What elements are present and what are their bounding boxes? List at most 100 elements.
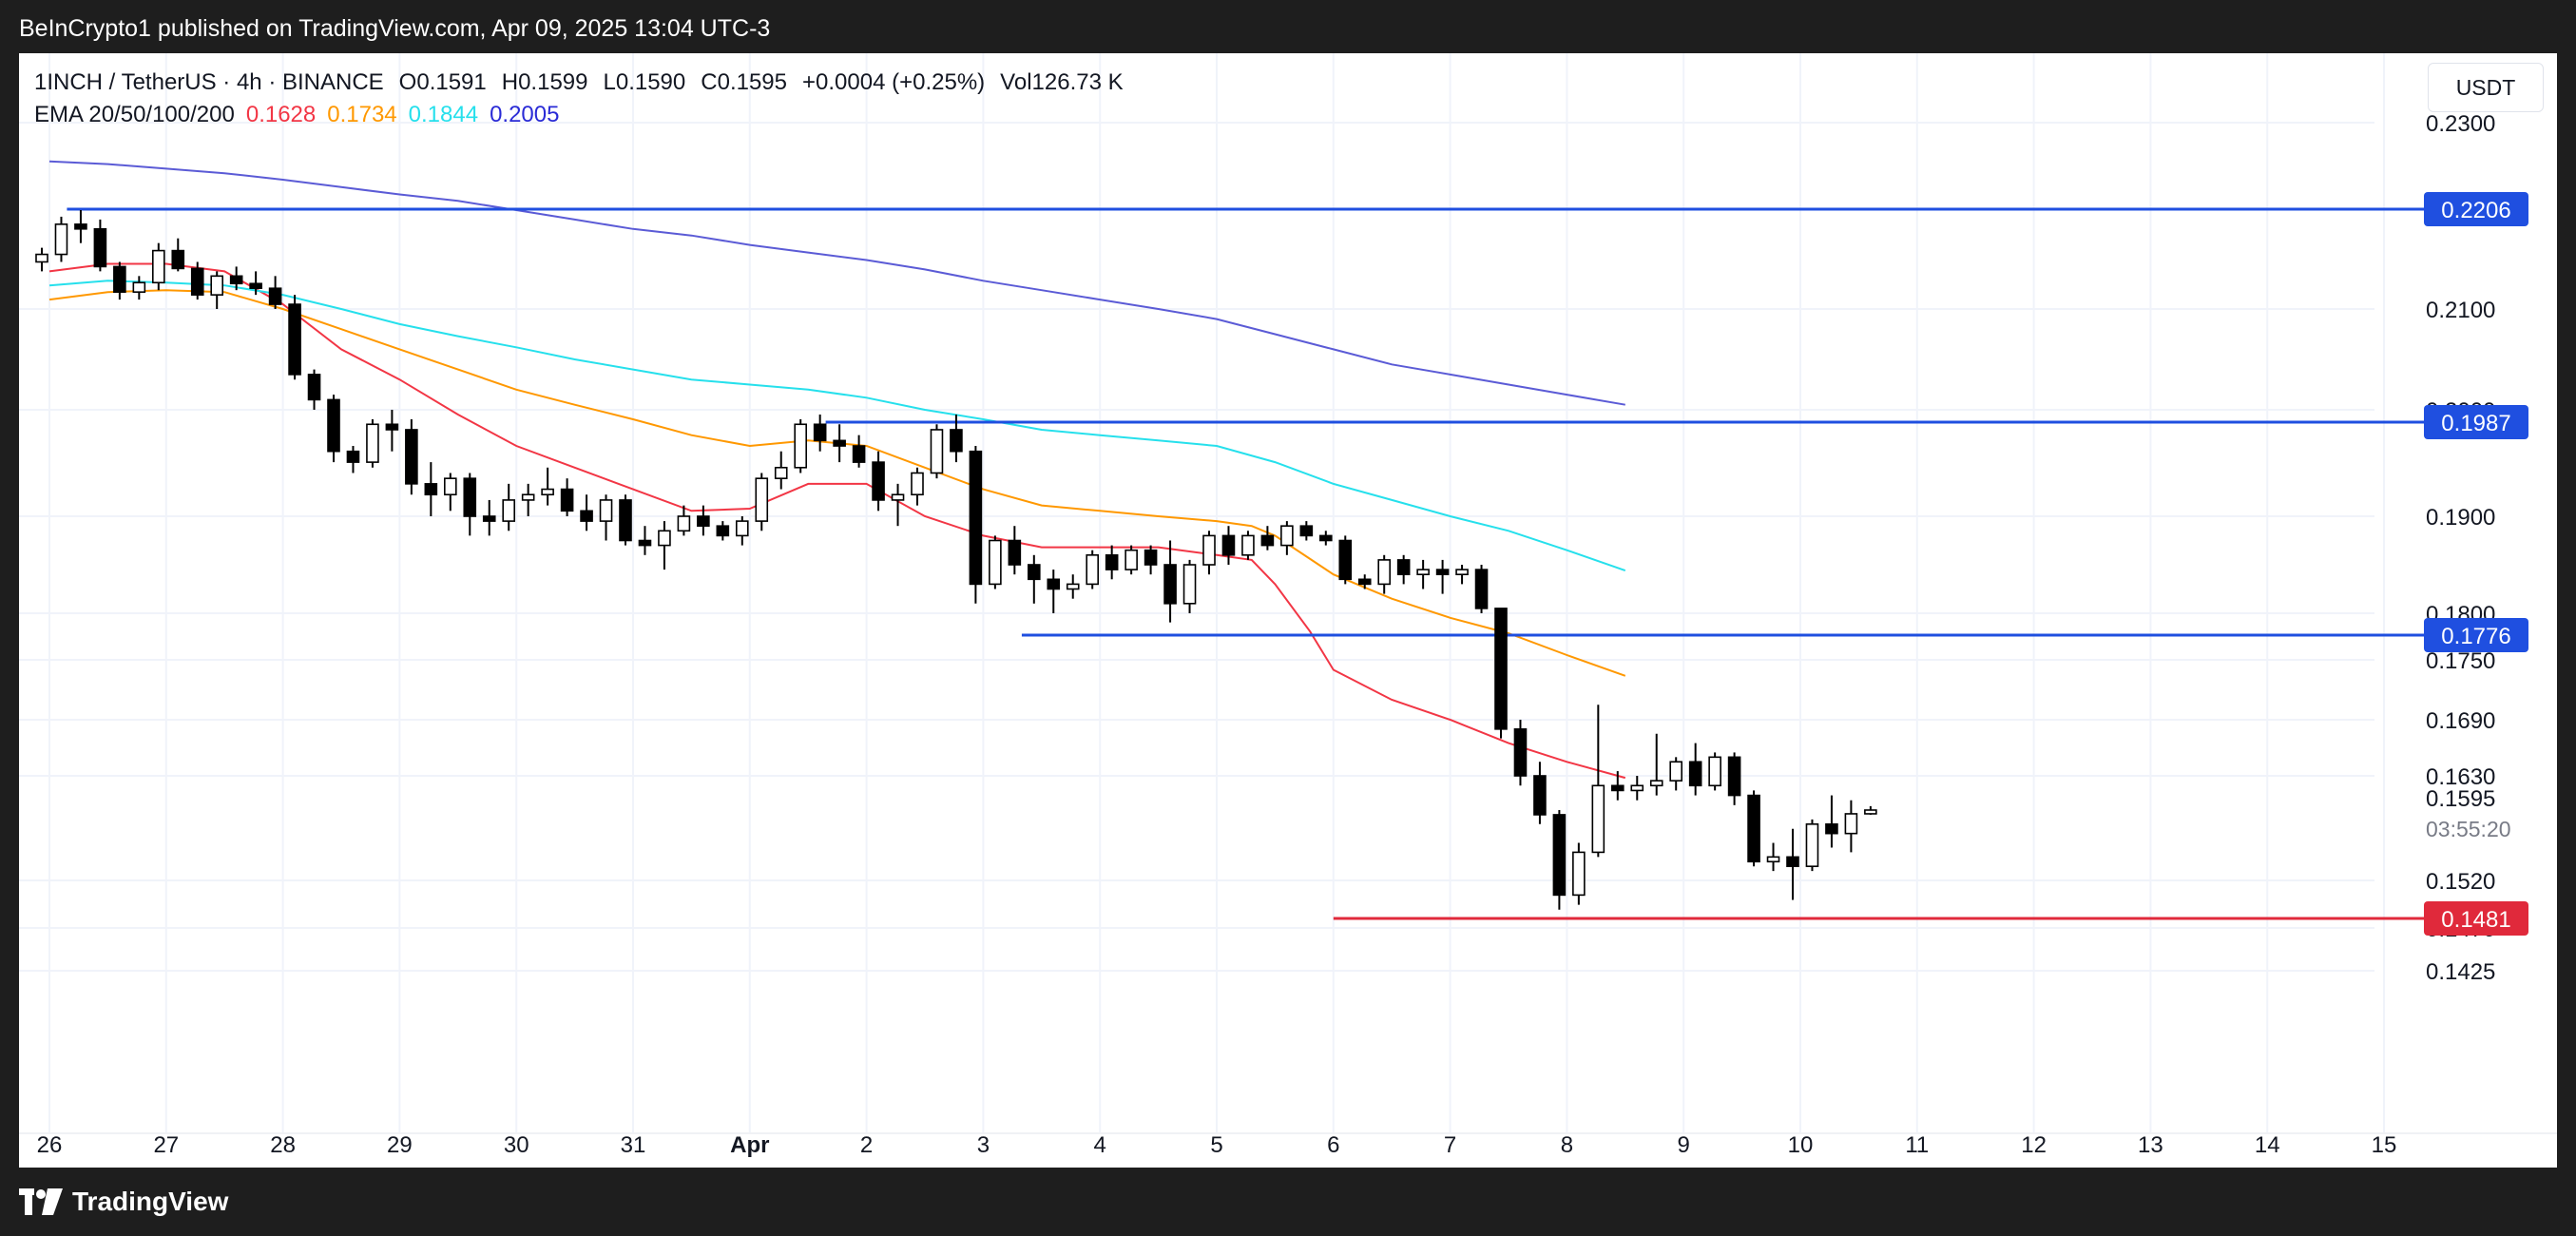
candle-up: [989, 539, 1002, 586]
candle-down: [1163, 564, 1177, 605]
y-tick-label: 0.1750: [2426, 648, 2495, 674]
candle-up: [755, 477, 769, 522]
y-tick-label: 0.2100: [2426, 298, 2495, 323]
candle-down: [1144, 549, 1158, 566]
candle-down: [1028, 564, 1041, 581]
candle-up: [502, 499, 516, 522]
symbol-title[interactable]: 1INCH / TetherUS · 4h · BINANCE: [34, 69, 384, 95]
candle-down: [1474, 569, 1489, 609]
candle-down: [93, 228, 107, 268]
candle-down: [1825, 822, 1838, 835]
candle-up: [774, 466, 788, 479]
candle-down: [1260, 534, 1275, 547]
current-price-label: 0.1595: [2426, 786, 2495, 812]
candle-down: [268, 287, 282, 305]
ema50-value: 0.1734: [327, 102, 397, 127]
candles: [35, 209, 1877, 910]
publisher-banner: BeInCrypto1 published on TradingView.com…: [0, 0, 2576, 53]
candle-up: [1416, 569, 1430, 575]
candle-up: [366, 423, 379, 463]
candle-up: [599, 499, 613, 522]
candle-down: [852, 445, 866, 463]
candle-up: [1280, 525, 1294, 547]
footer-bar: TradingView: [0, 1168, 2576, 1236]
x-tick-label: 3: [977, 1132, 990, 1158]
candle-down: [424, 483, 438, 496]
level-price-label: 0.1776: [2441, 624, 2510, 649]
candle-up: [1766, 856, 1780, 863]
candle-up: [1241, 534, 1255, 556]
candle-down: [1357, 578, 1372, 586]
x-tick-label: 11: [1905, 1132, 1929, 1158]
candle-down: [638, 539, 652, 547]
y-tick-label: 0.1630: [2426, 764, 2495, 790]
candle-down: [1221, 534, 1236, 556]
x-tick-label: Apr: [730, 1132, 769, 1158]
chart-area[interactable]: 0.23000.21000.20000.19000.18000.17500.16…: [19, 53, 2557, 1168]
currency-button[interactable]: USDT: [2428, 63, 2544, 112]
candle-up: [152, 249, 165, 284]
open-value: O0.1591: [398, 69, 487, 95]
candle-up: [891, 493, 905, 501]
candle-down: [1727, 756, 1741, 797]
y-tick-label: 0.1520: [2426, 869, 2495, 895]
price-chart[interactable]: 0.23000.21000.20000.19000.18000.17500.16…: [19, 53, 2557, 1168]
candle-up: [541, 488, 554, 496]
ema20-line: [48, 262, 1626, 780]
candle-down: [1611, 784, 1624, 792]
candle-countdown: 03:55:20: [2426, 817, 2511, 841]
level-price-tag: [2424, 192, 2528, 226]
candle-up: [1086, 553, 1099, 586]
ema-lines: [48, 160, 1626, 780]
candle-down: [1435, 569, 1450, 575]
price-axis[interactable]: 0.23000.21000.20000.19000.18000.17500.16…: [2424, 111, 2528, 985]
candle-down: [327, 398, 340, 453]
candle-down: [1688, 761, 1702, 787]
candle-down: [1319, 534, 1333, 542]
candle-up: [443, 477, 457, 496]
x-tick-label: 28: [270, 1132, 296, 1158]
ema200-line: [48, 160, 1625, 406]
candle-down: [872, 461, 885, 501]
ema-label[interactable]: EMA 20/50/100/200: [34, 102, 235, 127]
x-tick-label: 6: [1327, 1132, 1339, 1158]
level-price-label: 0.2206: [2441, 198, 2510, 223]
candle-down: [1047, 578, 1061, 590]
candle-up: [1649, 780, 1663, 787]
x-tick-label: 12: [2021, 1132, 2047, 1158]
x-tick-label: 4: [1094, 1132, 1106, 1158]
candle-down: [190, 267, 204, 296]
candle-down: [229, 275, 243, 285]
tradingview-logo[interactable]: TradingView: [19, 1185, 228, 1219]
x-tick-label: 27: [153, 1132, 179, 1158]
low-value: L0.1590: [603, 69, 686, 95]
candle-up: [35, 253, 48, 263]
candle-up: [735, 520, 749, 537]
ema50-line: [48, 289, 1626, 677]
candle-down: [1008, 539, 1022, 566]
time-axis[interactable]: 26 27 28 29 30 31 Apr 2 3 4 5 6 7 8 9 10 11 12 13 14 15: [37, 1132, 2397, 1158]
y-tick-label: 0.1425: [2426, 959, 2495, 985]
x-tick-label: 8: [1561, 1132, 1573, 1158]
candle-up: [911, 472, 924, 496]
candle-down: [716, 525, 730, 537]
candle-up: [1202, 534, 1216, 566]
candle-down: [74, 223, 87, 230]
ema100-line: [48, 280, 1626, 572]
candle-down: [1513, 728, 1528, 777]
candle-up: [794, 423, 808, 469]
candle-down: [482, 515, 496, 522]
y-tick-label: 0.2300: [2426, 111, 2495, 137]
candle-up: [521, 493, 535, 501]
candle-down: [1299, 525, 1314, 537]
candle-down: [1494, 608, 1508, 730]
candle-down: [1396, 559, 1411, 576]
candle-up: [1572, 851, 1586, 897]
publisher-text: BeInCrypto1 published on TradingView.com…: [19, 15, 771, 42]
candle-down: [1747, 794, 1760, 863]
level-price-tag: [2424, 901, 2528, 936]
candle-down: [307, 374, 321, 401]
x-tick-label: 2: [860, 1132, 873, 1158]
candle-up: [1708, 756, 1721, 787]
candle-up: [1844, 813, 1858, 835]
